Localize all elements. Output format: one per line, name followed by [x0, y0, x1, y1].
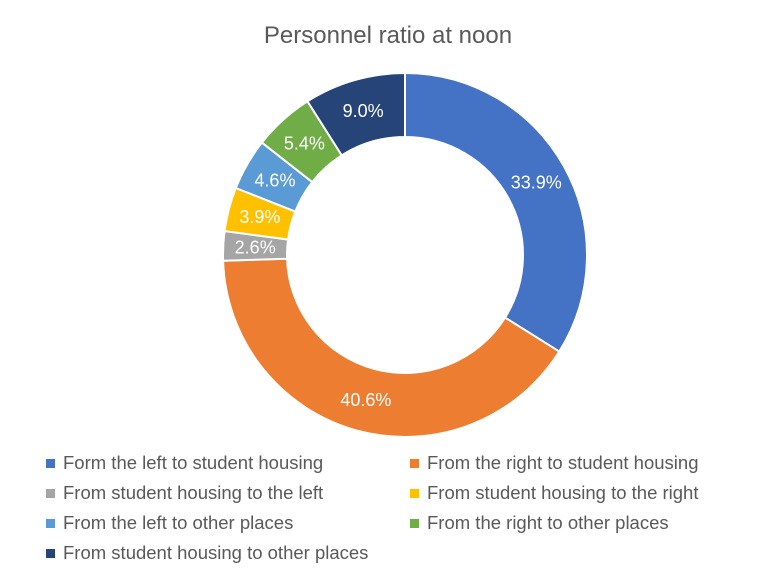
legend-item-1: From the right to student housing	[410, 452, 766, 474]
slice-label-3: 3.9%	[239, 207, 280, 227]
legend-label-2: From student housing to the left	[63, 482, 324, 503]
legend-label-1: From the right to student housing	[427, 452, 699, 473]
legend-item-0: Form the left to student housing	[46, 452, 410, 474]
slice-label-0: 33.9%	[511, 172, 562, 192]
slice-label-2: 2.6%	[235, 237, 276, 257]
legend-label-4: From the left to other places	[63, 512, 294, 533]
legend-item-6: From student housing to other places	[46, 542, 410, 564]
legend-swatch-0	[46, 458, 55, 468]
legend-swatch-6	[46, 548, 55, 558]
slice-6	[306, 71, 406, 157]
legend-label-3: From student housing to the right	[427, 482, 699, 503]
legend-swatch-2	[46, 488, 55, 498]
legend-swatch-5	[410, 518, 419, 528]
slice-label-1: 40.6%	[340, 390, 391, 410]
slices-group	[222, 71, 588, 438]
legend-label-0: Form the left to student housing	[63, 452, 324, 473]
legend-label-5: From the right to other places	[427, 512, 669, 533]
slice-label-6: 9.0%	[343, 101, 384, 121]
slice-0	[404, 71, 588, 353]
slice-label-4: 4.6%	[254, 170, 295, 190]
legend-item-2: From student housing to the left	[46, 482, 410, 504]
legend-item-4: From the left to other places	[46, 512, 410, 534]
legend-item-5: From the right to other places	[410, 512, 766, 534]
legend-item-3: From student housing to the right	[410, 482, 766, 504]
legend-swatch-3	[410, 488, 419, 498]
slice-1	[222, 257, 561, 438]
legend-swatch-1	[410, 458, 419, 468]
legend-swatch-4	[46, 518, 55, 528]
legend: Form the left to student housing From the…	[46, 452, 766, 564]
chart-title: Personnel ratio at noon	[263, 22, 513, 49]
legend-label-6: From student housing to other places	[63, 542, 369, 563]
labels-group: 33.9% 40.6% 2.6% 3.9% 4.6% 5.4% 9.0%	[235, 101, 562, 410]
slice-label-5: 5.4%	[284, 134, 325, 154]
